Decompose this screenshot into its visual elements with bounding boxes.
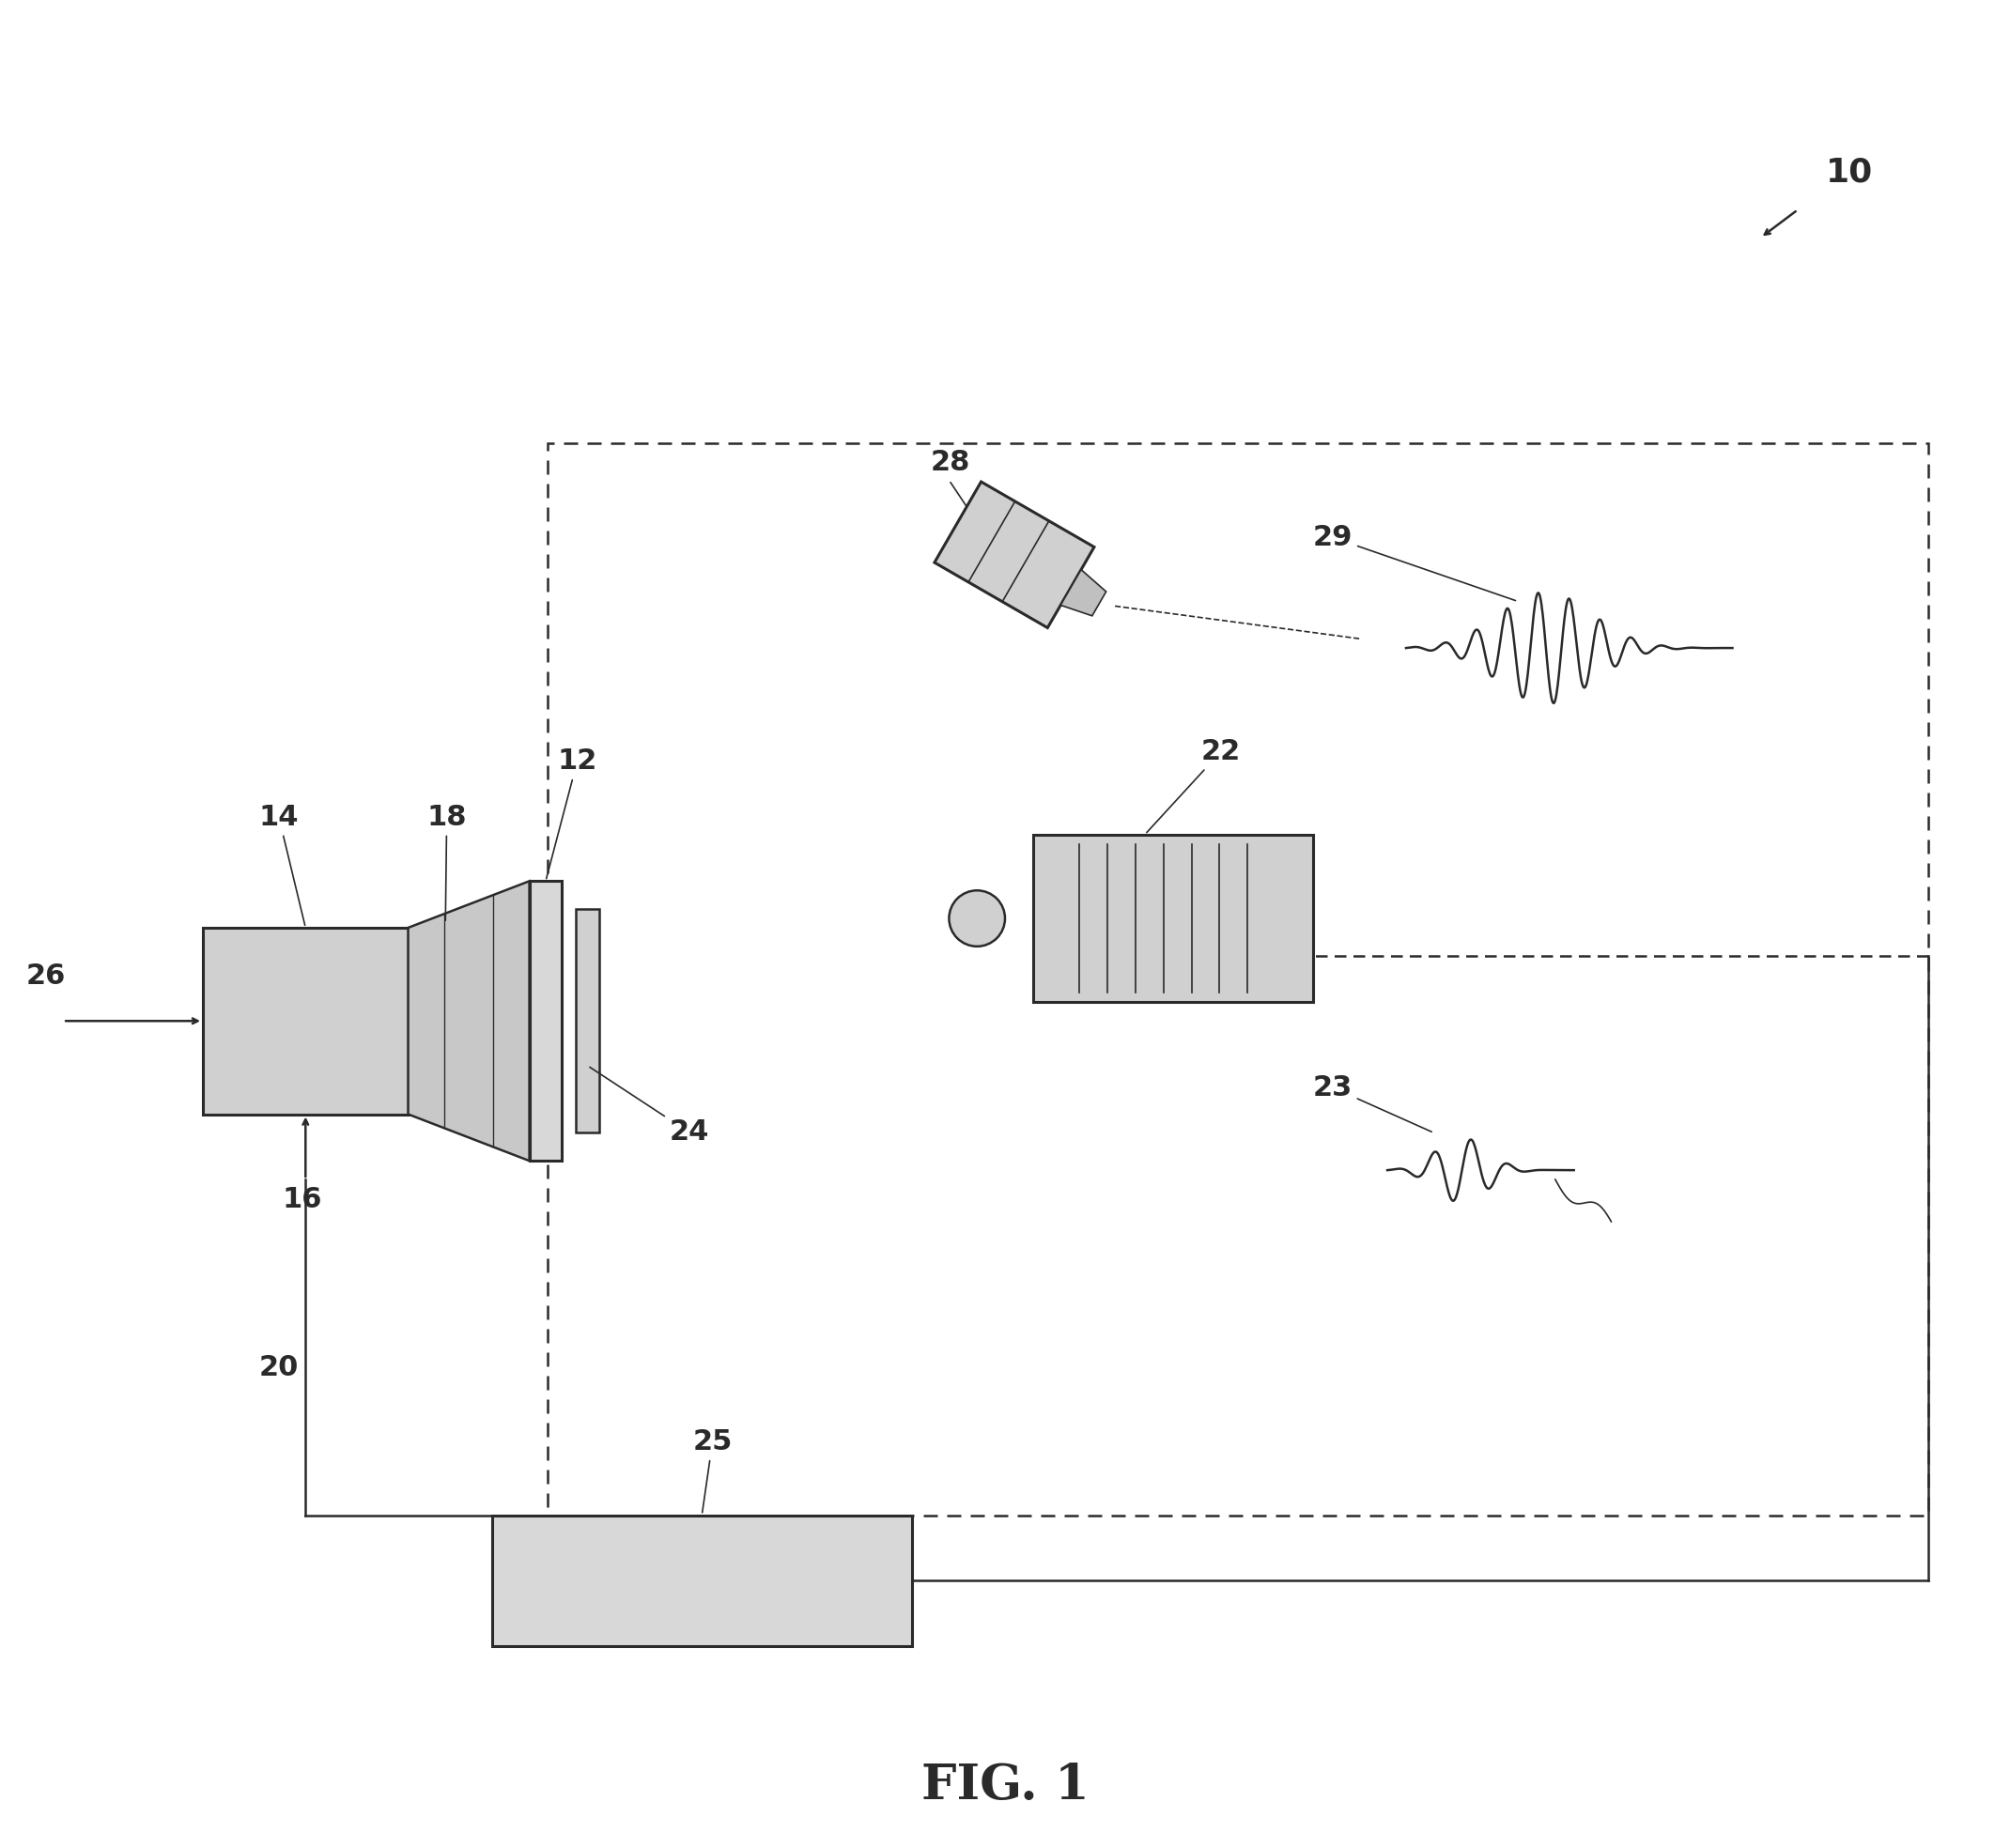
Bar [203, 928, 408, 1114]
Text: 26: 26 [26, 963, 66, 989]
Text: 24: 24 [589, 1066, 710, 1146]
Polygon shape [1061, 569, 1106, 615]
Text: 20: 20 [259, 1355, 299, 1380]
Polygon shape [408, 881, 529, 1161]
Text: 10: 10 [1825, 157, 1873, 188]
Text: 12: 12 [547, 748, 597, 878]
Text: FIG. 1: FIG. 1 [921, 1761, 1089, 1809]
Bar [577, 909, 599, 1133]
Text: 16: 16 [281, 1186, 322, 1212]
Text: 23: 23 [1313, 1074, 1431, 1131]
Text: 29: 29 [1313, 523, 1516, 601]
Text: 25: 25 [693, 1429, 732, 1512]
Bar [492, 1515, 913, 1647]
Bar [529, 881, 563, 1161]
Circle shape [949, 891, 1005, 946]
Text: 18: 18 [426, 804, 466, 920]
Text: 22: 22 [1146, 739, 1240, 833]
Bar [549, 444, 1928, 1515]
Polygon shape [935, 482, 1093, 628]
Bar [1033, 835, 1313, 1002]
Text: 28: 28 [931, 449, 971, 477]
Text: 14: 14 [259, 804, 306, 926]
